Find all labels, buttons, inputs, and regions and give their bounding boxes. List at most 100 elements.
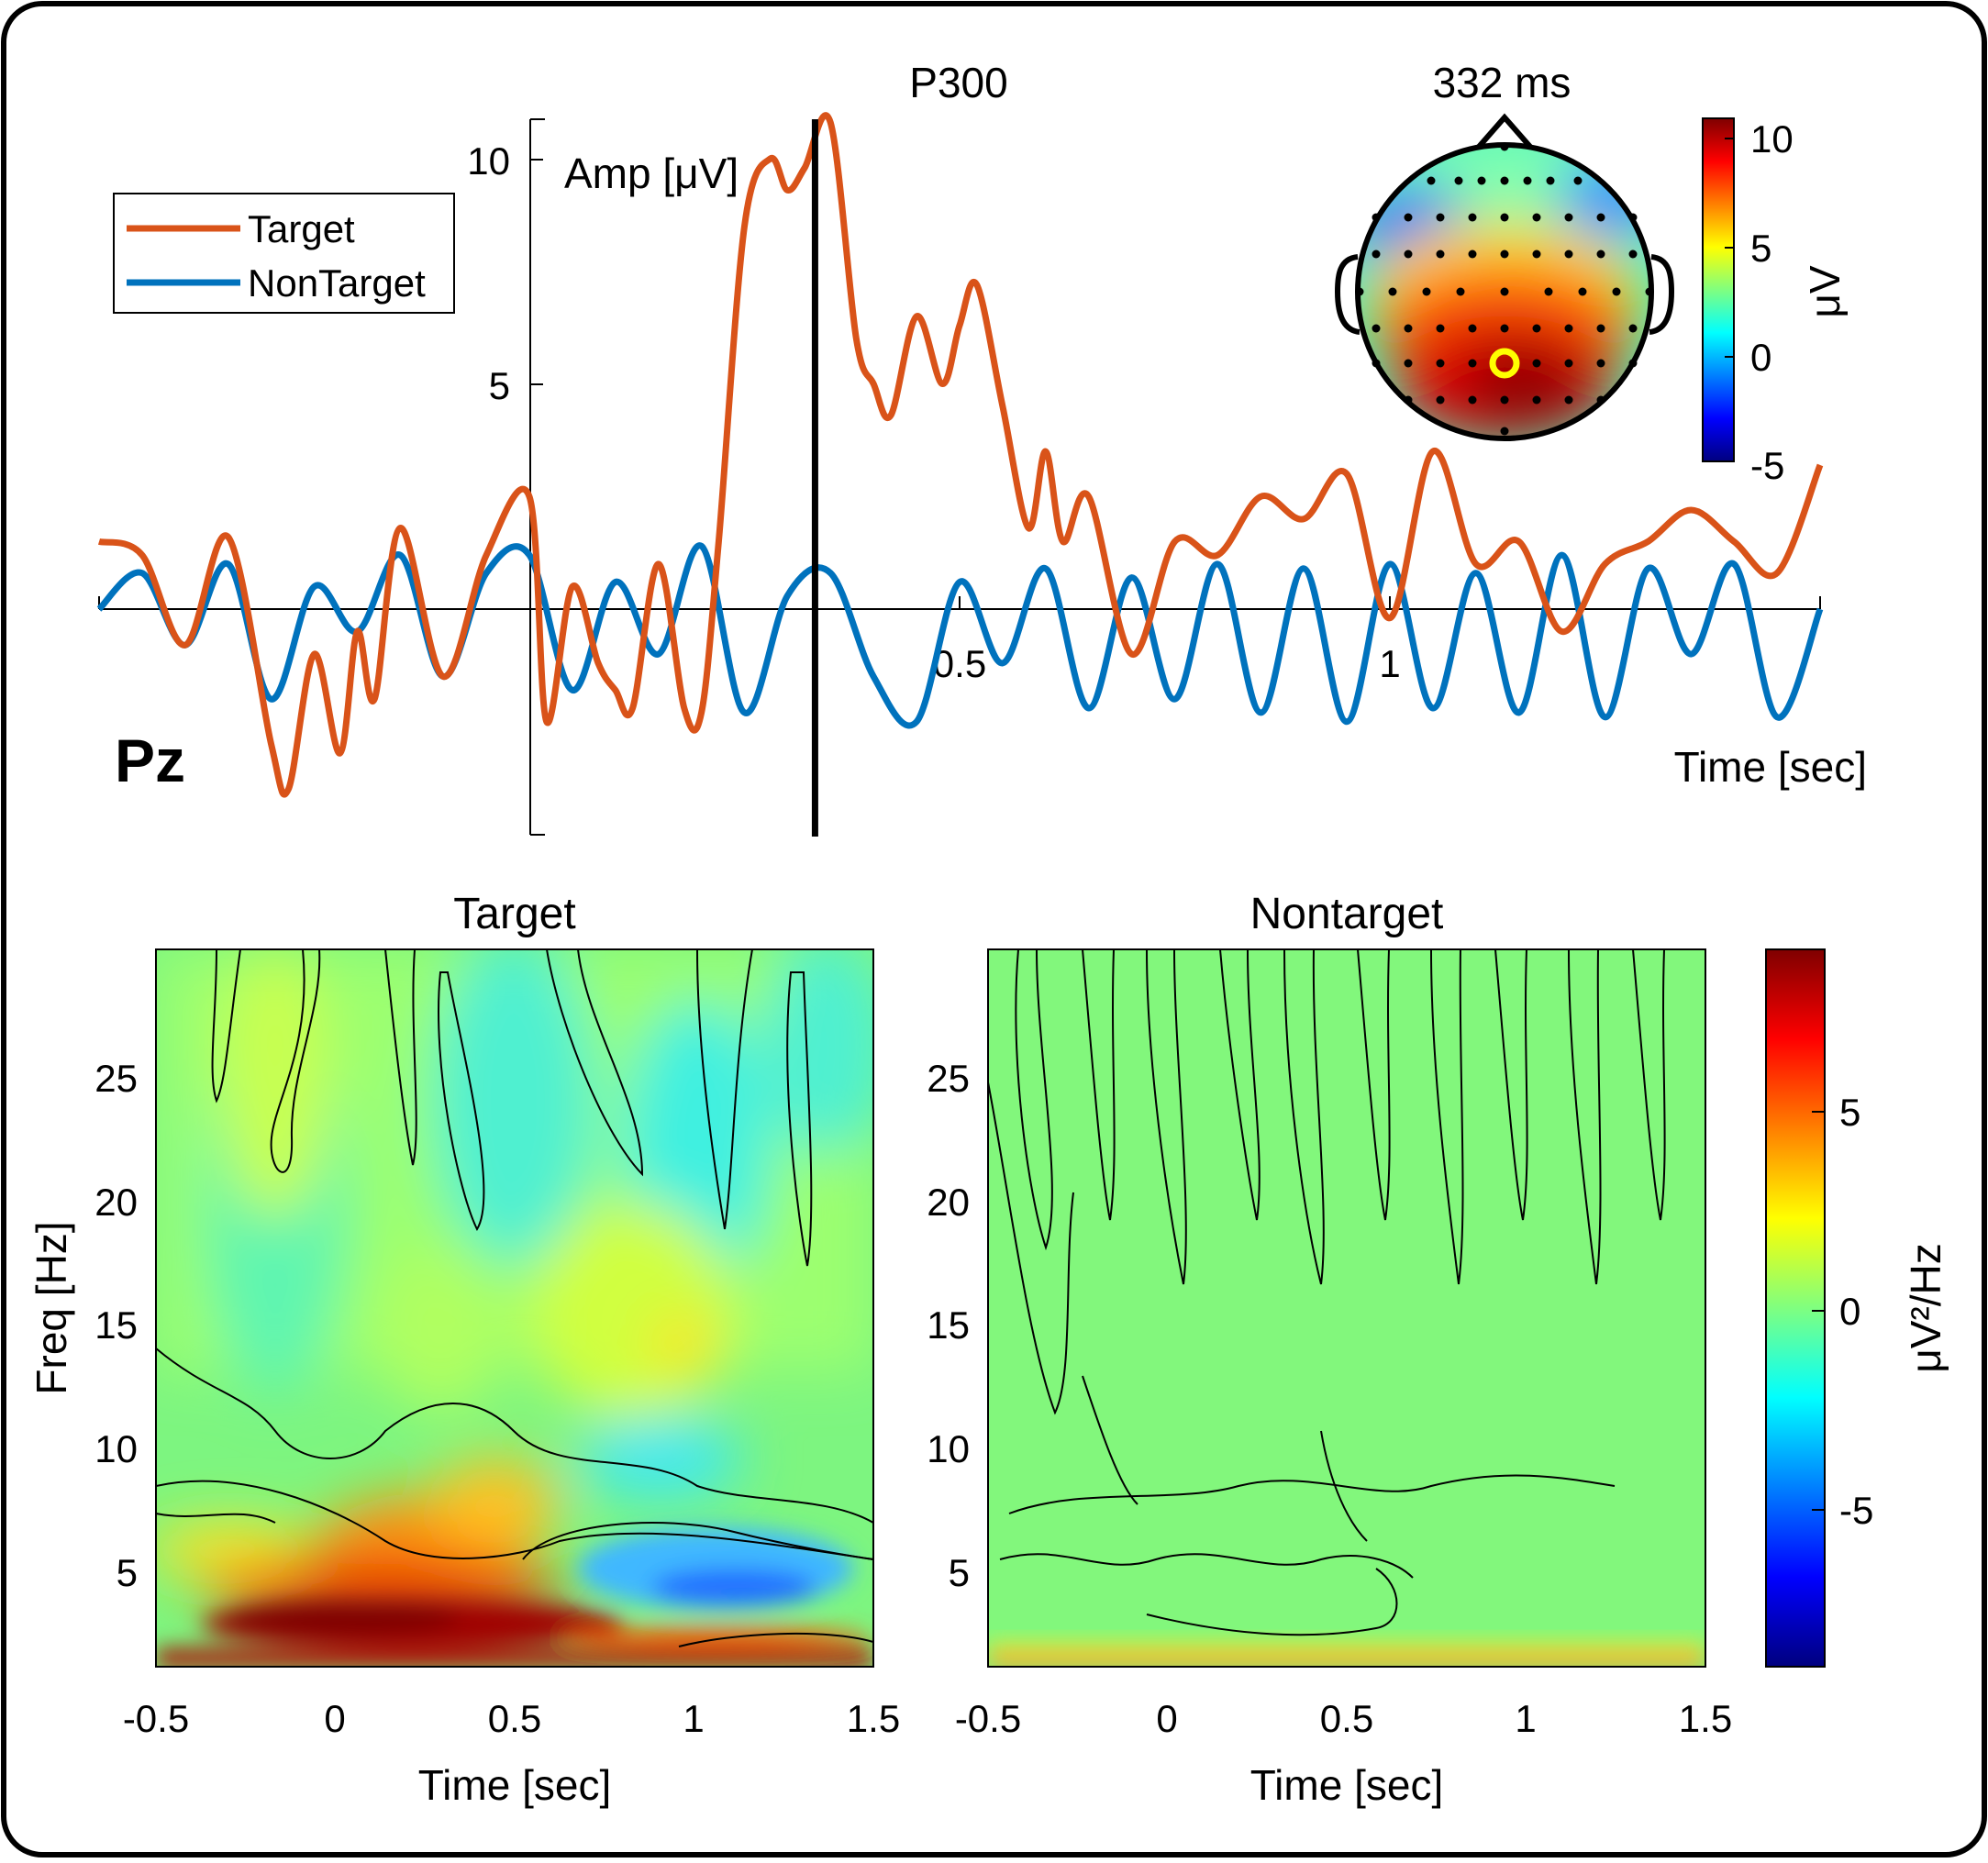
topo-electrode-dot bbox=[1532, 250, 1541, 259]
tf-heatmap-target bbox=[156, 949, 873, 1667]
topo-electrode-dot bbox=[1500, 287, 1509, 296]
channel-label: Pz bbox=[115, 726, 185, 794]
tf-axes-nontarget bbox=[987, 948, 1706, 1668]
series-line-target bbox=[97, 112, 1824, 798]
topo-electrode-dot bbox=[1372, 359, 1381, 368]
topo-electrode-dot bbox=[1628, 324, 1638, 333]
tf-xtick-neg0-5-b: -0.5 bbox=[955, 1697, 1021, 1740]
topo-electrode-dot bbox=[1404, 250, 1413, 259]
topo-cbar-tick-0: 0 bbox=[1750, 336, 1771, 379]
erp-ylabel: Amp [μV] bbox=[564, 150, 739, 197]
topo-electrode-dot bbox=[1500, 427, 1509, 436]
topo-electrode-dot bbox=[1564, 395, 1573, 405]
erp-xtick-0-5: 0.5 bbox=[933, 642, 986, 685]
tf-ytick-25: 25 bbox=[94, 1057, 138, 1100]
legend-label-nontarget: NonTarget bbox=[248, 261, 426, 305]
topo-electrodes bbox=[1355, 142, 1654, 436]
topo-electrode-dot bbox=[1404, 213, 1413, 222]
topo-selected-electrode-pz bbox=[1489, 348, 1520, 379]
tf-cbar-label: μV²/Hz bbox=[1902, 1243, 1949, 1373]
tf-heatmap-nontarget bbox=[988, 949, 1705, 1667]
erp-xlabel: Time [sec] bbox=[1674, 743, 1867, 791]
topo-electrode-dot bbox=[1564, 359, 1573, 368]
tf-cbar-tick-5: 5 bbox=[1839, 1091, 1860, 1134]
tf-xtick-1-5-b: 1.5 bbox=[1679, 1697, 1732, 1740]
topo-electrode-dot bbox=[1477, 176, 1486, 185]
topo-title: 332 ms bbox=[1433, 59, 1572, 106]
topo-cbar-tick-neg5: -5 bbox=[1750, 444, 1784, 487]
tf-ytick-15: 15 bbox=[94, 1303, 138, 1347]
topo-electrode-dot bbox=[1436, 324, 1445, 333]
tf-colorbar: 5 0 -5 μV²/Hz bbox=[1765, 948, 1949, 1668]
topo-electrode-dot bbox=[1523, 176, 1532, 185]
topo-electrode-dot bbox=[1532, 395, 1541, 405]
tf-xtick-1: 1 bbox=[683, 1697, 704, 1740]
topo-electrode-dot bbox=[1544, 287, 1553, 296]
topo-electrode-dot bbox=[1596, 395, 1605, 405]
topo-electrode-dot bbox=[1468, 213, 1477, 222]
topo-electrode-dot bbox=[1436, 395, 1445, 405]
tf-ytick-25-b: 25 bbox=[927, 1057, 970, 1100]
topo-electrode-dot bbox=[1500, 395, 1509, 405]
tf-xtick-0: 0 bbox=[324, 1697, 345, 1740]
topo-electrode-dot bbox=[1468, 395, 1477, 405]
p300-label: P300 bbox=[909, 59, 1007, 106]
erp-xtick-1: 1 bbox=[1379, 642, 1400, 685]
topo-electrode-dot bbox=[1628, 213, 1638, 222]
tf-xticks-target: -0.5 0 0.5 1 1.5 bbox=[123, 1697, 900, 1740]
topo-electrode-dot bbox=[1468, 250, 1477, 259]
topo-colorbar bbox=[1702, 117, 1735, 462]
topo-cbar-label: μV bbox=[1801, 265, 1849, 318]
erp-panel: 10 5 Amp [μV] 0.5 1 Time [sec] P300 Pz T… bbox=[96, 59, 1867, 837]
topo-electrode-dot bbox=[1404, 359, 1413, 368]
tf-xtick-neg0-5: -0.5 bbox=[123, 1697, 189, 1740]
topo-electrode-dot bbox=[1372, 250, 1381, 259]
tf-xtick-0-5: 0.5 bbox=[488, 1697, 541, 1740]
topo-electrode-dot bbox=[1355, 287, 1364, 296]
tf-colorbar-bar bbox=[1765, 948, 1826, 1668]
tf-ytick-5-b: 5 bbox=[949, 1551, 970, 1594]
topo-electrode-dot bbox=[1500, 213, 1509, 222]
tf-axes-target bbox=[155, 948, 874, 1668]
topo-electrode-dot bbox=[1628, 359, 1638, 368]
legend-box bbox=[113, 193, 455, 314]
tf-ylabel: Freq [Hz] bbox=[28, 1221, 75, 1394]
topo-electrode-dot bbox=[1427, 176, 1436, 185]
topo-electrode-dot bbox=[1564, 324, 1573, 333]
topo-electrode-dot bbox=[1372, 324, 1381, 333]
erp-legend: Target NonTarget bbox=[113, 193, 455, 314]
topo-cbar-tick-10: 10 bbox=[1750, 117, 1794, 161]
tf-xticks-nontarget: -0.5 0 0.5 1 1.5 bbox=[955, 1697, 1732, 1740]
tf-title-target: Target bbox=[453, 890, 575, 938]
tf-cbar-tick-neg5: -5 bbox=[1839, 1489, 1873, 1532]
topo-electrode-dot bbox=[1596, 359, 1605, 368]
tf-xlabel-nontarget: Time [sec] bbox=[1250, 1761, 1443, 1809]
tf-title-nontarget: Nontarget bbox=[1250, 890, 1444, 938]
topo-electrode-dot bbox=[1628, 250, 1638, 259]
tf-panel-nontarget: Nontarget bbox=[927, 890, 1732, 1809]
tf-ytick-10-b: 10 bbox=[927, 1427, 970, 1470]
topo-electrode-dot bbox=[1436, 213, 1445, 222]
tf-ytick-15-b: 15 bbox=[927, 1303, 970, 1347]
topo-electrode-dot bbox=[1436, 359, 1445, 368]
tf-ytick-5: 5 bbox=[117, 1551, 138, 1594]
topo-electrode-dot bbox=[1573, 176, 1583, 185]
topo-electrode-dot bbox=[1500, 250, 1509, 259]
series-line-nontarget bbox=[96, 542, 1824, 729]
topo-electrode-dot bbox=[1372, 213, 1381, 222]
legend-label-target: Target bbox=[248, 207, 355, 250]
topo-map: 332 ms bbox=[1334, 59, 1849, 487]
topo-electrode-dot bbox=[1404, 395, 1413, 405]
tf-xtick-0-b: 0 bbox=[1156, 1697, 1177, 1740]
topo-electrode-dot bbox=[1532, 359, 1541, 368]
topo-electrode-dot bbox=[1388, 287, 1397, 296]
topo-electrode-dot bbox=[1546, 176, 1555, 185]
topo-electrode-dot bbox=[1596, 250, 1605, 259]
erp-ytick-10: 10 bbox=[467, 139, 510, 183]
topo-right-ear bbox=[1649, 254, 1675, 335]
topo-electrode-dot bbox=[1500, 176, 1509, 185]
topo-electrode-dot bbox=[1532, 324, 1541, 333]
topo-electrode-dot bbox=[1422, 287, 1431, 296]
